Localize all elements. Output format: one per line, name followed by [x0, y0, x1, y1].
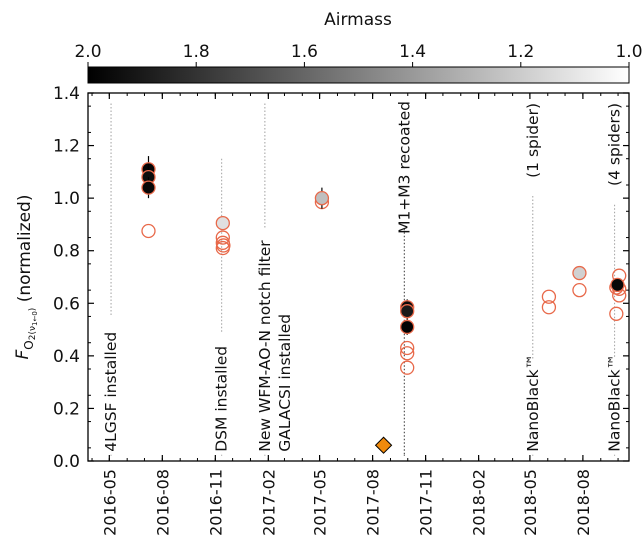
colorbar-tick-label: 1.4	[399, 42, 426, 62]
data-point-open	[609, 306, 624, 321]
y-tick-label: 1.2	[53, 137, 80, 157]
y-tick-label: 1.0	[53, 189, 80, 209]
y-tick-label: 1.4	[53, 84, 80, 104]
x-tick-label: 2018-05	[521, 469, 540, 536]
x-tick-label: 2016-05	[100, 469, 119, 536]
x-tick-label: 2017-08	[364, 469, 383, 536]
x-tick-label: 2018-08	[574, 469, 593, 536]
colorbar-tick-label: 2.0	[74, 42, 101, 62]
event-label-top: (4 spiders)	[606, 103, 624, 186]
y-axis-label-sub3: 1←0	[31, 311, 39, 326]
data-point-filled	[215, 215, 230, 231]
colorbar-gradient	[87, 66, 630, 84]
colorbar-tick-label: 1.2	[507, 42, 534, 62]
event-label: M1+M3 recoated	[395, 101, 413, 234]
data-point-open	[400, 346, 415, 361]
y-axis-label-sub2: 2(ν	[28, 326, 38, 340]
colorbar-label: Airmass	[324, 10, 392, 30]
event-label: New WFM-AO-N notch filter	[256, 240, 274, 452]
y-axis-label: FO2(ν1←0) (normalized)	[13, 195, 39, 360]
colorbar-tick-label: 1.8	[183, 42, 210, 62]
data-point-open	[541, 289, 557, 304]
y-tick-label: 0.6	[53, 294, 80, 314]
event-label: NanoBlack™	[606, 354, 624, 452]
data-point-filled	[572, 265, 587, 281]
y-axis-label-main: F	[13, 349, 33, 359]
y-tick-label: 0.8	[53, 242, 80, 262]
data-point-filled	[314, 190, 330, 206]
x-tick-label: 2017-02	[259, 469, 278, 536]
data-point-filled	[141, 180, 156, 195]
x-axis: 2016-05 2016-08 2016-11 2017-02 2017-05 2017-…	[91, 93, 619, 536]
event-label: 4LGSF installed	[102, 332, 120, 452]
data-point-open	[541, 300, 557, 315]
data-point-open	[216, 238, 231, 253]
y-axis-label-suffix: (normalized)	[15, 195, 35, 308]
event-label: DSM installed	[213, 346, 231, 452]
plot-frame	[87, 92, 630, 462]
data-point-open	[400, 360, 415, 375]
event-label-top: (1 spider)	[524, 103, 542, 178]
colorbar-tick-label: 1.0	[615, 42, 642, 62]
event-label: NanoBlack™	[524, 354, 542, 452]
y-tick-label: 0.2	[53, 399, 80, 419]
data-point-open	[400, 340, 415, 356]
data-point-filled	[400, 304, 415, 319]
y-axis: 0.0 0.2 0.4 0.6 0.8 1.0 1.2 1.4	[53, 84, 629, 472]
y-axis-label-sub4: )	[28, 308, 38, 312]
x-tick-label: 2017-11	[417, 469, 436, 536]
colorbar-ticks: 2.0 1.8 1.6 1.4 1.2 1.0	[74, 42, 643, 67]
data-point-filled	[610, 277, 625, 293]
data-point-open	[572, 282, 587, 298]
data-point-filled	[400, 319, 415, 335]
y-tick-label: 0.0	[53, 452, 80, 472]
x-tick-label: 2017-05	[311, 469, 330, 536]
x-tick-label: 2018-02	[470, 469, 489, 536]
x-tick-label: 2016-08	[153, 469, 172, 536]
y-axis-label-sub: O	[22, 340, 36, 349]
x-tick-label: 2016-11	[206, 469, 225, 536]
data-points	[141, 156, 627, 454]
data-point-open	[215, 230, 230, 245]
y-tick-label: 0.4	[53, 347, 80, 367]
event-label-2: GALACSI installed	[276, 314, 294, 452]
colorbar-tick-label: 1.6	[291, 42, 318, 62]
data-point-diamond	[374, 436, 393, 454]
data-point-open	[141, 223, 156, 239]
colorbar: Airmass 2.0 1.8 1.6 1.4 1.2 1.0	[74, 10, 643, 84]
event-lines: 4LGSF installed DSM installed New WFM-AO-N…	[102, 101, 624, 456]
